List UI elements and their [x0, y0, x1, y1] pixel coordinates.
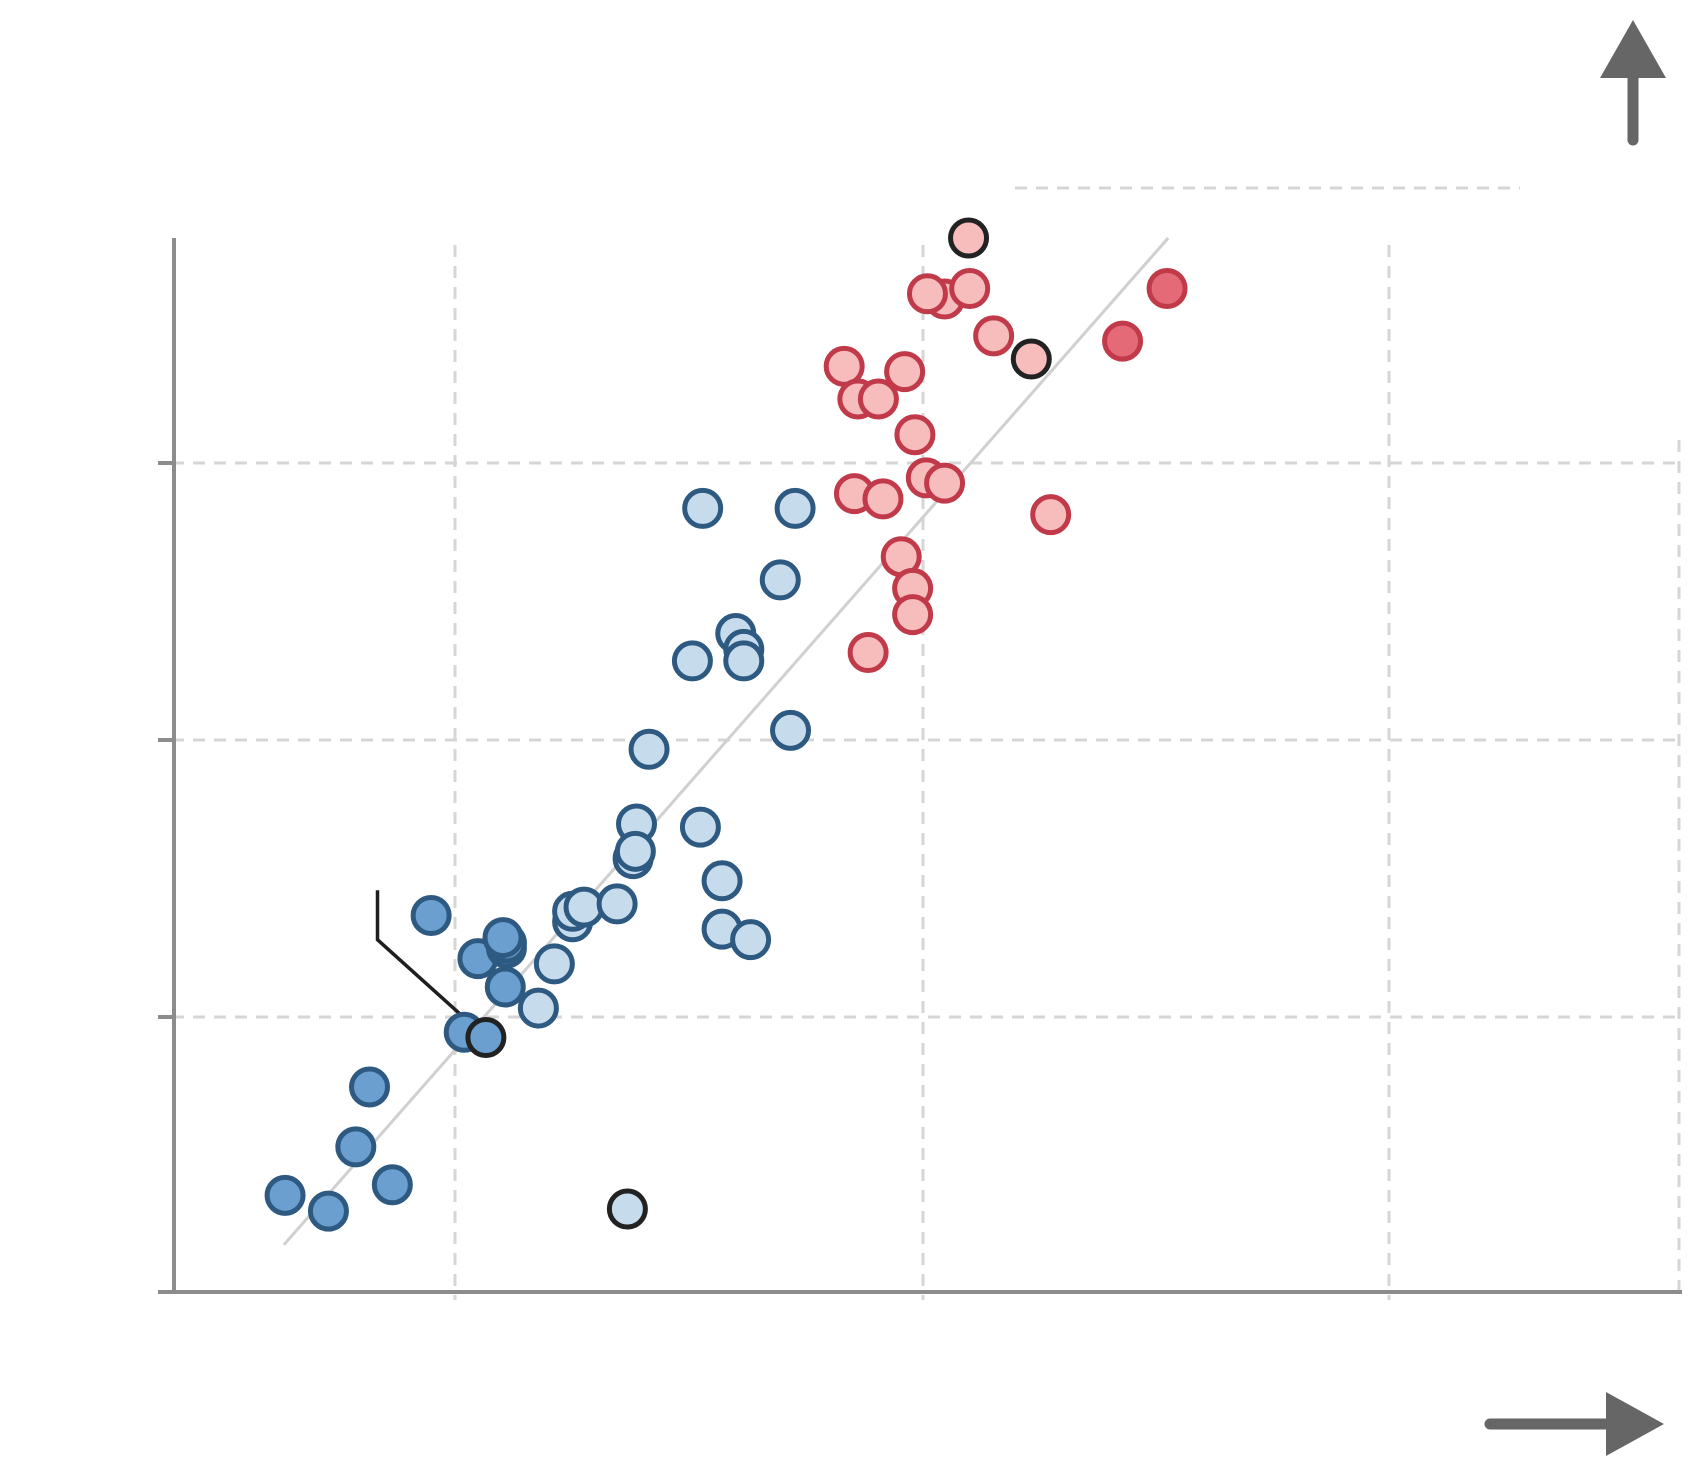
data-point — [924, 462, 966, 504]
data-point — [679, 806, 721, 848]
data-point-highlighted — [1010, 338, 1052, 380]
data-point — [847, 631, 889, 673]
axis-arrows — [1484, 20, 1666, 1456]
trend-line-group — [282, 237, 1170, 1246]
annotation-callout-group — [375, 890, 476, 1029]
annotation-callout-line — [375, 890, 476, 1029]
data-point-highlighted — [948, 217, 990, 259]
data-point — [1030, 494, 1072, 536]
data-point — [701, 860, 743, 902]
grid-lines — [172, 186, 1681, 1300]
trend-line — [282, 237, 1170, 1246]
data-point — [894, 414, 936, 456]
data-point — [596, 883, 638, 925]
data-point — [723, 640, 765, 682]
data-point — [906, 273, 948, 315]
data-point — [1102, 320, 1144, 362]
y-axis-arrow-head — [1600, 20, 1666, 78]
data-point — [857, 378, 899, 420]
x-axis-arrow-head — [1606, 1392, 1664, 1456]
data-point — [949, 267, 991, 309]
data-point — [973, 315, 1015, 357]
data-point-highlighted — [465, 1017, 507, 1059]
data-points — [264, 217, 1188, 1232]
data-point — [335, 1126, 377, 1168]
data-point — [628, 728, 670, 770]
data-point — [614, 830, 656, 872]
data-point — [482, 917, 524, 959]
data-point — [563, 886, 605, 928]
data-point — [484, 966, 526, 1008]
data-point — [410, 894, 452, 936]
data-point — [264, 1174, 306, 1216]
data-point — [517, 987, 559, 1029]
data-point — [307, 1190, 349, 1232]
data-point — [774, 487, 816, 529]
data-point — [730, 919, 772, 961]
data-point — [682, 487, 724, 529]
data-point — [862, 478, 904, 520]
data-point — [349, 1066, 391, 1108]
data-point — [671, 640, 713, 682]
data-point — [759, 559, 801, 601]
data-point — [884, 351, 926, 393]
data-point — [892, 594, 934, 636]
data-point-highlighted — [606, 1188, 648, 1230]
data-point — [371, 1164, 413, 1206]
data-point — [770, 709, 812, 751]
axes — [158, 238, 1682, 1294]
data-point — [1146, 267, 1188, 309]
data-point — [533, 943, 575, 985]
